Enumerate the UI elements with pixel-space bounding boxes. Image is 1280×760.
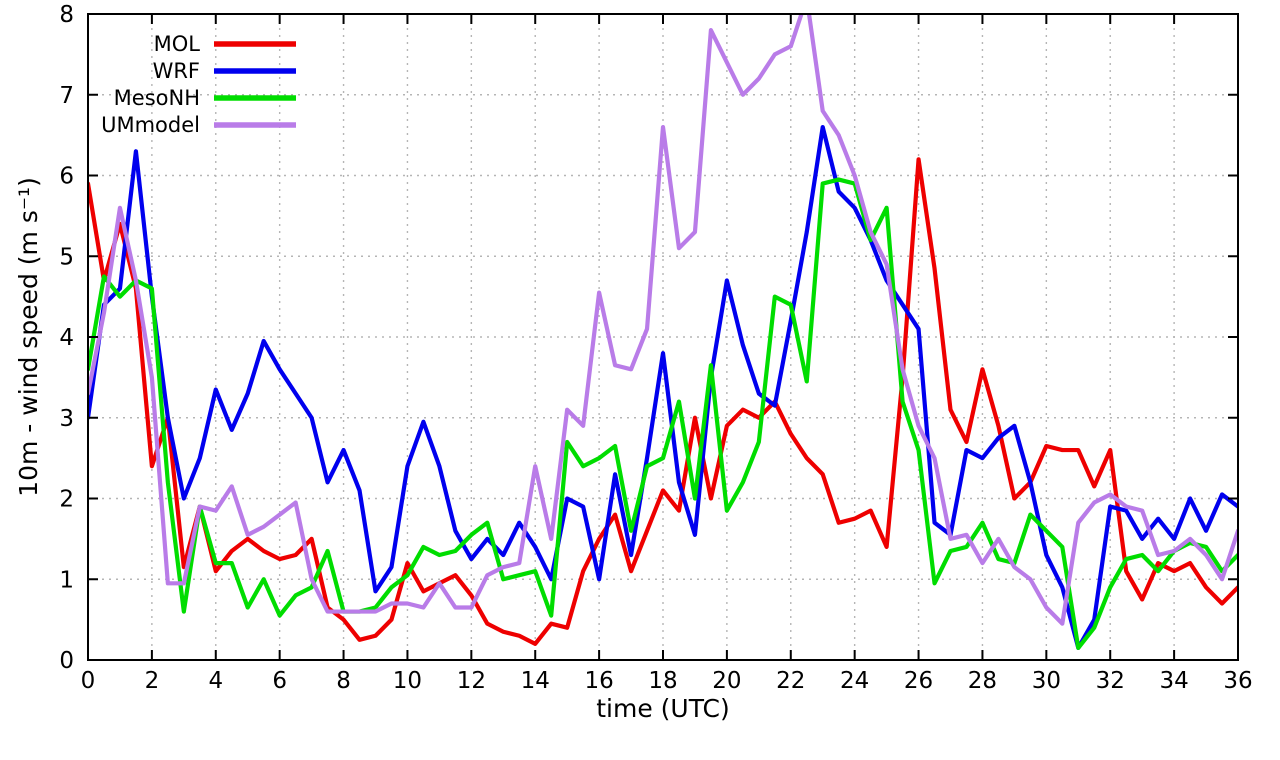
- y-tick-label: 0: [59, 648, 74, 674]
- y-axis-label: 10m - wind speed (m s⁻¹): [14, 177, 43, 497]
- x-tick-label: 30: [1032, 668, 1061, 694]
- x-axis-label: time (UTC): [596, 694, 730, 723]
- x-tick-label: 18: [648, 668, 677, 694]
- x-tick-label: 6: [272, 668, 287, 694]
- x-tick-label: 4: [208, 668, 223, 694]
- x-tick-label: 0: [81, 668, 96, 694]
- y-tick-label: 6: [59, 164, 74, 190]
- y-tick-label: 3: [59, 406, 74, 432]
- series-line-wrf: [88, 124, 1238, 650]
- y-tick-label: 7: [59, 83, 74, 109]
- x-tick-label: 36: [1223, 668, 1252, 694]
- x-tick-label: 24: [840, 668, 869, 694]
- legend-label-mol: MOL: [154, 32, 201, 56]
- y-tick-label: 8: [59, 2, 74, 28]
- y-tick-label: 4: [59, 325, 74, 351]
- x-tick-label: 32: [1096, 668, 1125, 694]
- x-tick-label: 16: [584, 668, 613, 694]
- x-tick-label: 12: [457, 668, 486, 694]
- x-tick-label: 34: [1159, 668, 1188, 694]
- x-tick-label: 8: [336, 668, 351, 694]
- y-tick-label: 5: [59, 244, 74, 270]
- x-tick-label: 26: [904, 668, 933, 694]
- x-tick-label: 10: [393, 668, 422, 694]
- x-tick-label: 14: [521, 668, 550, 694]
- legend-label-mesonh: MesoNH: [114, 86, 200, 110]
- series-line-mesonh: [88, 177, 1238, 650]
- series-line-ummodel: [88, 14, 1238, 626]
- series-line-mol: [88, 157, 1238, 646]
- legend-label-wrf: WRF: [153, 59, 200, 83]
- x-tick-label: 22: [776, 668, 805, 694]
- y-tick-label: 2: [59, 487, 74, 513]
- x-tick-label: 2: [145, 668, 160, 694]
- x-tick-label: 28: [968, 668, 997, 694]
- x-tick-label: 20: [712, 668, 741, 694]
- y-tick-label: 1: [59, 567, 74, 593]
- legend-label-ummodel: UMmodel: [101, 113, 200, 137]
